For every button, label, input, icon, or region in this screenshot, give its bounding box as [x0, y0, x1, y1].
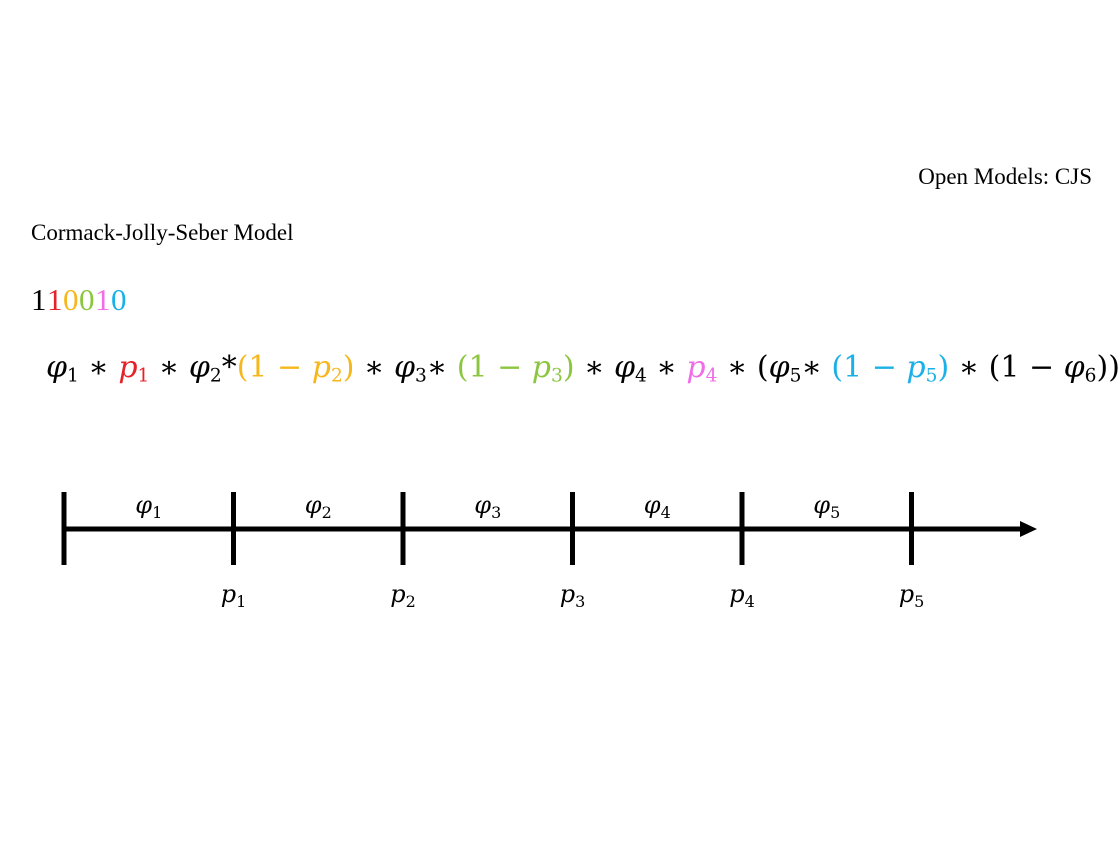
survival-interval-label: φ3 [474, 491, 501, 522]
formula-term: ∗ (1 − [949, 350, 1064, 385]
formula-subscript: 6 [1084, 365, 1097, 387]
capture-occasion-label: p3 [560, 580, 586, 611]
capture-occasion-label: p1 [221, 580, 247, 611]
capture-occasion-label: p5 [899, 580, 925, 611]
formula-term: (1 − [236, 350, 312, 385]
formula-term: ∗ [801, 350, 832, 385]
history-digit: 1 [31, 282, 47, 317]
survival-interval-label: φ1 [135, 491, 162, 522]
formula-subscript: 2 [209, 365, 222, 387]
formula-term: φ1 [46, 350, 79, 385]
formula-subscript: 1 [67, 365, 79, 387]
history-digit: 0 [79, 282, 95, 317]
formula-symbol: p [906, 350, 926, 385]
history-digit: 0 [111, 282, 127, 317]
formula-term: φ3 [394, 350, 427, 385]
timeline-arrow-head [1020, 521, 1037, 537]
survival-interval-label: φ4 [644, 491, 671, 522]
formula-symbol: φ [393, 350, 415, 385]
formula-term: ∗ [426, 350, 457, 385]
formula-term: ∗ [574, 350, 615, 385]
formula-term: (1 − [831, 350, 907, 385]
formula-term: p3 [532, 350, 563, 385]
formula-term: ) [342, 350, 355, 385]
formula-subscript: 5 [925, 365, 938, 387]
formula-term: p2 [312, 350, 343, 385]
formula-subscript: 1 [137, 365, 150, 387]
formula-symbol: φ [188, 350, 210, 385]
formula-term: φ2 [189, 350, 222, 385]
formula-term: ∗ [78, 350, 119, 385]
likelihood-formula: φ1 ∗ p1 ∗ φ2*(1 − p2) ∗ φ3∗ (1 − p3) ∗ φ… [46, 350, 1119, 385]
formula-subscript: 5 [789, 365, 802, 387]
formula-term: ∗ [646, 350, 687, 385]
history-digit: 1 [95, 282, 111, 317]
formula-symbol: φ [46, 350, 68, 385]
survival-interval-label: φ2 [305, 491, 332, 522]
formula-symbol: p [531, 350, 551, 385]
slide-title: Cormack-Jolly-Seber Model [31, 220, 294, 245]
formula-symbol: p [686, 350, 706, 385]
formula-term: ∗ [149, 350, 189, 385]
formula-term: ∗ [354, 350, 394, 385]
capture-history: 110010 [31, 282, 127, 318]
formula-term: p5 [906, 350, 937, 385]
formula-term: * [221, 350, 237, 385]
formula-symbol: p [311, 350, 331, 385]
history-digit: 1 [47, 282, 63, 317]
formula-symbol: φ [768, 350, 790, 385]
formula-term: φ6 [1064, 350, 1097, 385]
formula-symbol: φ [614, 350, 636, 385]
formula-term: φ5 [769, 350, 802, 385]
formula-subscript: 4 [705, 365, 718, 387]
formula-term: ) [562, 350, 575, 385]
formula-term: ∗ ( [717, 350, 769, 385]
formula-term: φ4 [614, 350, 647, 385]
history-digit: 0 [63, 282, 79, 317]
formula-symbol: p [118, 350, 138, 385]
formula-term: )) [1096, 350, 1119, 385]
formula-term: (1 − [456, 350, 532, 385]
formula-term: p1 [118, 350, 149, 385]
survival-interval-label: φ5 [813, 491, 840, 522]
formula-term: p4 [686, 350, 717, 385]
formula-subscript: 3 [414, 365, 427, 387]
formula-subscript: 4 [635, 365, 647, 387]
formula-subscript: 3 [550, 365, 563, 387]
capture-occasion-label: p2 [390, 580, 416, 611]
capture-occasion-label: p4 [729, 580, 755, 611]
formula-symbol: φ [1063, 350, 1085, 385]
formula-term: ) [937, 350, 950, 385]
slide-tag: Open Models: CJS [918, 164, 1092, 189]
formula-subscript: 2 [330, 365, 343, 387]
